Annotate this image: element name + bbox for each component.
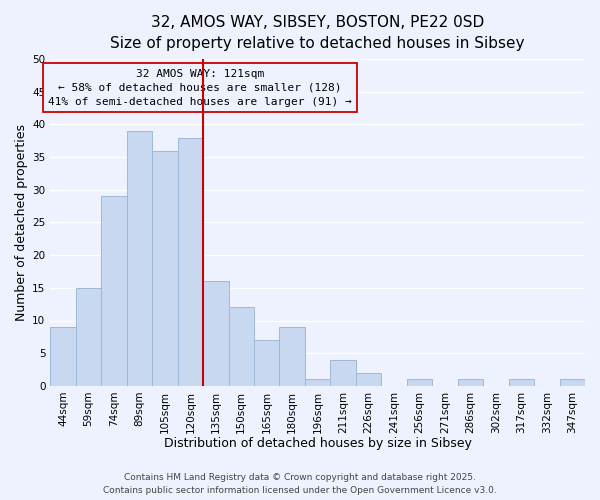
Bar [254, 340, 280, 386]
Bar [356, 373, 381, 386]
Bar [127, 131, 152, 386]
Bar [152, 150, 178, 386]
X-axis label: Distribution of detached houses by size in Sibsey: Distribution of detached houses by size … [164, 437, 472, 450]
Bar [560, 380, 585, 386]
Title: 32, AMOS WAY, SIBSEY, BOSTON, PE22 0SD
Size of property relative to detached hou: 32, AMOS WAY, SIBSEY, BOSTON, PE22 0SD S… [110, 15, 525, 51]
Bar [407, 380, 432, 386]
Bar [509, 380, 534, 386]
Bar [178, 138, 203, 386]
Bar [305, 380, 331, 386]
Bar [101, 196, 127, 386]
Text: 32 AMOS WAY: 121sqm
← 58% of detached houses are smaller (128)
41% of semi-detac: 32 AMOS WAY: 121sqm ← 58% of detached ho… [48, 69, 352, 107]
Bar [280, 327, 305, 386]
Bar [203, 282, 229, 386]
Bar [76, 288, 101, 386]
Bar [229, 308, 254, 386]
Bar [458, 380, 483, 386]
Bar [331, 360, 356, 386]
Text: Contains HM Land Registry data © Crown copyright and database right 2025.
Contai: Contains HM Land Registry data © Crown c… [103, 474, 497, 495]
Bar [50, 327, 76, 386]
Y-axis label: Number of detached properties: Number of detached properties [15, 124, 28, 321]
